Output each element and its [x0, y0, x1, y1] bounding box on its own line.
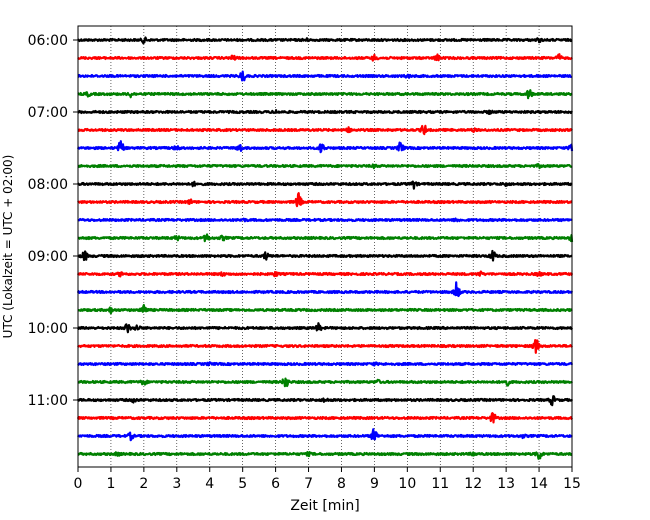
y-tick-label: 07:00 — [28, 105, 68, 121]
x-tick-label: 6 — [271, 476, 280, 492]
x-tick-label: 10 — [398, 476, 416, 492]
x-tick-label: 4 — [205, 476, 214, 492]
y-tick-label: 08:00 — [28, 177, 68, 193]
trace-0945 — [77, 303, 573, 315]
trace-group — [76, 36, 574, 460]
x-axis: 0 1 2 3 4 5 6 7 8 9 10 11 12 13 14 15 — [74, 467, 581, 492]
trace-0630 — [77, 70, 573, 82]
y-tick-label: 09:00 — [28, 249, 68, 265]
trace-0930 — [76, 281, 574, 298]
trace-1015 — [77, 339, 573, 354]
trace-0830 — [77, 217, 573, 223]
trace-0715 — [77, 124, 573, 136]
trace-1000 — [76, 322, 573, 334]
x-tick-label: 15 — [563, 476, 581, 492]
trace-0600 — [77, 36, 573, 45]
plot-frame — [77, 25, 573, 468]
trace-0845 — [77, 233, 574, 243]
trace-1130 — [77, 428, 573, 442]
y-tick-label: 10:00 — [28, 321, 68, 337]
x-tick-label: 0 — [74, 476, 83, 492]
x-tick-label: 3 — [172, 476, 181, 492]
y-tick-label: 06:00 — [28, 33, 68, 49]
x-tick-label: 8 — [337, 476, 346, 492]
x-tick-label: 9 — [370, 476, 379, 492]
trace-0800 — [77, 180, 573, 190]
trace-1045 — [77, 377, 573, 388]
y-tick-label: 11:00 — [28, 393, 68, 409]
trace-0730 — [76, 140, 574, 154]
trace-1145 — [77, 450, 573, 460]
trace-1115 — [76, 412, 573, 424]
trace-0745 — [77, 163, 573, 170]
trace-1100 — [76, 395, 574, 407]
x-tick-label: 7 — [304, 476, 313, 492]
x-tick-label: 5 — [238, 476, 247, 492]
trace-0700 — [77, 109, 573, 115]
x-tick-label: 2 — [139, 476, 148, 492]
trace-0900 — [77, 249, 573, 262]
trace-0615 — [77, 53, 573, 62]
trace-0645 — [77, 89, 573, 100]
x-axis-label: Zeit [min] — [290, 498, 359, 514]
trace-0915 — [76, 270, 574, 278]
x-tick-label: 11 — [431, 476, 449, 492]
y-axis: 06:00 07:00 08:00 09:00 10:00 11:00 — [28, 33, 78, 409]
trace-0815 — [77, 192, 573, 208]
trace-1030 — [77, 361, 574, 367]
x-tick-label: 12 — [464, 476, 482, 492]
x-tick-label: 1 — [106, 476, 115, 492]
x-tick-label: 13 — [497, 476, 515, 492]
x-tick-label: 14 — [530, 476, 548, 492]
y-axis-label: UTC (Lokalzeit = UTC + 02:00) — [1, 155, 15, 339]
